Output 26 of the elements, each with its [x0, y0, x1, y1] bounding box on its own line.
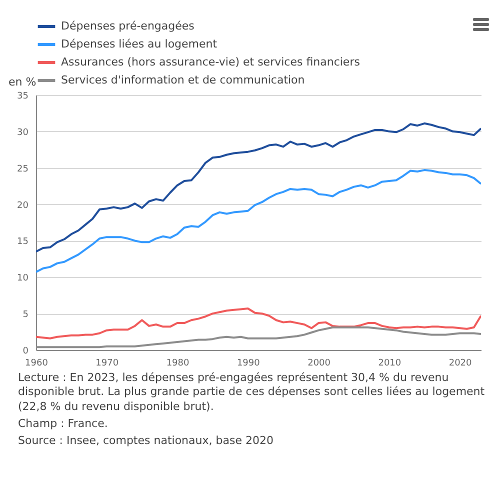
text: Champ : France.: [18, 416, 109, 432]
y-tick-label: 30: [17, 128, 29, 138]
y-tick-label: 5: [22, 310, 28, 320]
source-note: Source : Insee, comptes nationaux, base 2020: [18, 434, 274, 448]
line-series: [36, 122, 481, 253]
legend-label: Assurances (hors assurance-vie) et services financiers: [61, 56, 360, 68]
y-tick-label: 15: [17, 237, 28, 248]
x-tick-label: 1990: [236, 358, 260, 368]
y-tick-label: 25: [17, 164, 28, 174]
legend-label: Dépenses pré-engagées: [61, 20, 195, 32]
x-tick-label: 1980: [166, 358, 190, 368]
y-tick-label: 35: [17, 92, 28, 102]
line-series: [36, 307, 481, 340]
line-series: [36, 169, 481, 274]
legend-label: Dépenses liées au logement: [61, 38, 218, 50]
text: Lecture : En 2023, les dépenses pré-engagées représentent 30,4 % du revenu disponible brut. La plus grande partie de ces dépenses sont celles liées au logement (22,8 % du revenu disponible brut).: [18, 371, 486, 414]
x-tick-label: 2010: [378, 358, 402, 368]
x-tick-label: 2000: [308, 358, 331, 368]
y-tick-label: 10: [17, 274, 29, 284]
y-axis-title: en %: [8, 76, 36, 88]
x-tick-label: 2020: [448, 358, 472, 368]
y-tick-label: 20: [17, 200, 29, 211]
y-tick-label: 0: [22, 346, 29, 356]
legend-label: Services d'information et de communication: [61, 74, 305, 86]
x-tick-label: 1970: [96, 358, 119, 368]
x-tick-label: 1960: [25, 358, 48, 368]
